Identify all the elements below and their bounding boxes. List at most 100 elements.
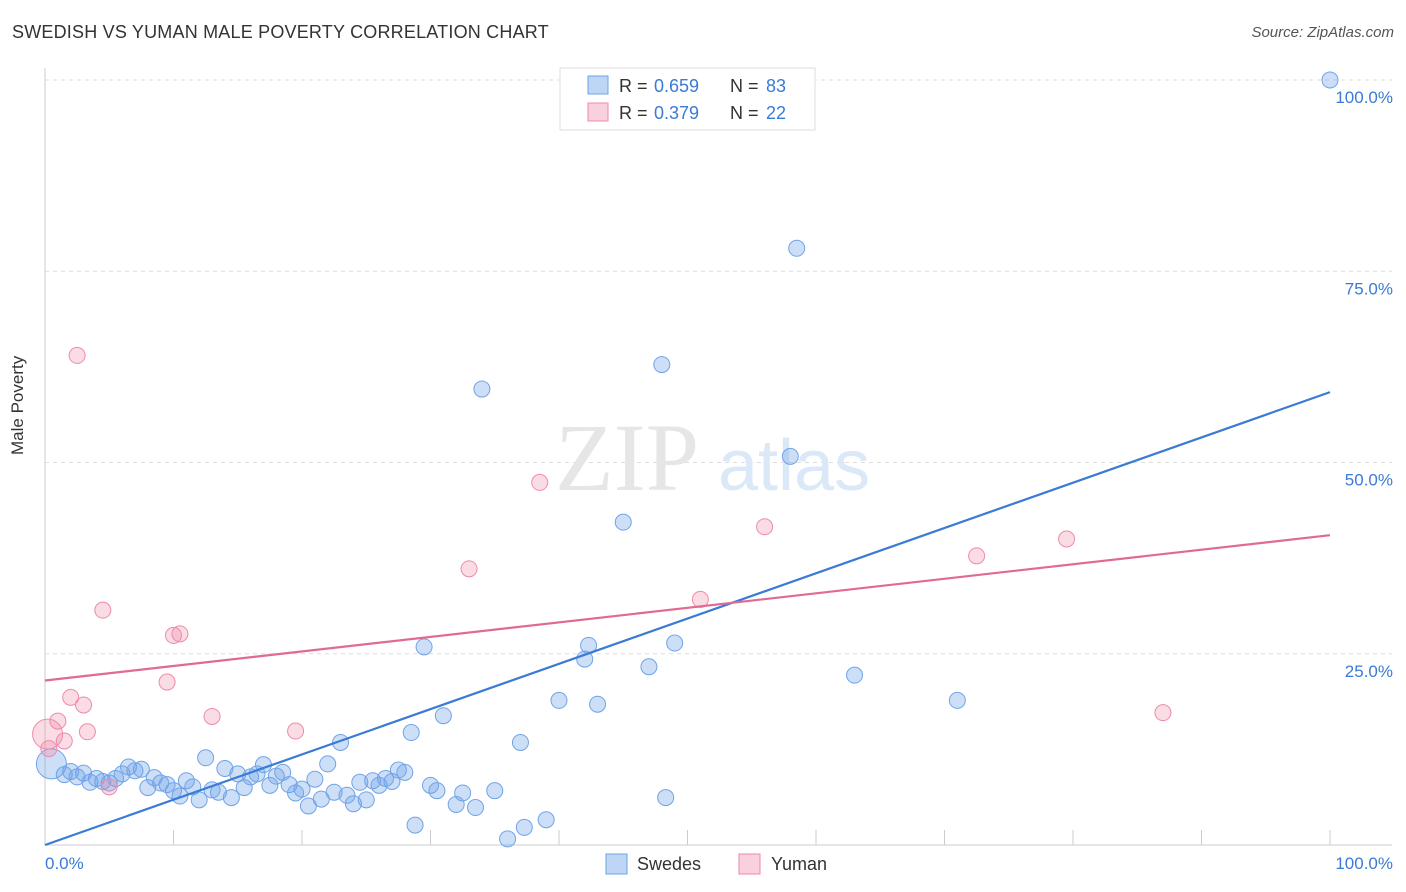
swedes-point — [589, 695, 607, 713]
swedes-point — [640, 658, 658, 676]
legend-r-value: 0.379 — [654, 103, 699, 123]
yuman-point — [94, 601, 112, 619]
swedes-point — [344, 795, 362, 813]
swedes-point — [370, 776, 388, 794]
swedes-point — [177, 772, 195, 790]
swedes-point — [428, 782, 446, 800]
legend-n-label: N = — [730, 103, 759, 123]
swedes-point — [846, 666, 864, 684]
swedes-point — [261, 776, 279, 794]
swedes-point — [216, 760, 234, 777]
swedes-point — [338, 786, 356, 804]
swedes-point — [351, 773, 369, 791]
swedes-point — [190, 791, 208, 809]
swedes-point — [396, 763, 414, 781]
yuman-point — [165, 626, 182, 644]
swedes-point — [222, 789, 240, 807]
yuman-point — [460, 560, 478, 578]
y-tick-label: 75.0% — [1345, 279, 1393, 298]
watermark-atlas: atlas — [718, 426, 870, 506]
yuman-point — [968, 547, 986, 565]
swedes-point — [415, 638, 433, 656]
legend-n-value: 83 — [766, 76, 786, 96]
swedes-point — [158, 776, 176, 794]
swedes-point — [657, 789, 675, 807]
swedes-point — [666, 634, 684, 652]
swedes-point — [781, 447, 799, 465]
stats-legend-box — [559, 67, 816, 131]
swedes-point — [454, 784, 472, 802]
swedes-point — [306, 770, 324, 788]
yuman-point — [1058, 530, 1076, 548]
y-tick-label: 100.0% — [1335, 88, 1393, 107]
legend-r-value: 0.659 — [654, 76, 699, 96]
swedes-point — [293, 780, 311, 798]
yuman-point — [75, 696, 93, 714]
yuman-point — [68, 346, 86, 364]
swedes-point — [139, 779, 157, 797]
swedes-point — [357, 791, 375, 809]
swedes-point — [1321, 71, 1339, 89]
swedes-point — [515, 818, 533, 836]
bottom-legend-swatch-swedes — [605, 853, 628, 875]
swedes-point — [948, 691, 966, 709]
swedes-point — [132, 760, 150, 778]
swedes-point — [197, 749, 215, 767]
swedes-point — [325, 783, 343, 801]
x-tick-label: 100.0% — [1335, 854, 1393, 873]
swedes-point — [235, 779, 253, 797]
yuman-point — [55, 732, 73, 750]
swedes-point — [466, 799, 484, 817]
swedes-point — [434, 707, 452, 725]
swedes-point — [152, 774, 170, 792]
bottom-legend-swatch-yuman — [738, 853, 761, 875]
x-tick-label: 0.0% — [45, 854, 84, 873]
legend-n-label: N = — [730, 76, 759, 96]
bottom-legend-yuman: Yuman — [771, 854, 827, 874]
legend-n-value: 22 — [766, 103, 786, 123]
yuman-point — [32, 718, 64, 750]
yuman-point — [49, 712, 67, 730]
y-tick-label: 50.0% — [1345, 471, 1393, 490]
swedes-point — [319, 755, 337, 773]
bottom-legend-swedes: Swedes — [637, 854, 701, 874]
swedes-point — [126, 762, 144, 780]
swedes-point — [473, 380, 491, 398]
swedes-point — [406, 816, 424, 834]
yuman-point — [287, 722, 305, 740]
swedes-trendline — [44, 391, 1331, 847]
swedes-point — [788, 239, 806, 257]
swedes-point — [614, 513, 632, 531]
legend-swatch-swedes — [587, 75, 609, 95]
yuman-point — [1154, 704, 1172, 722]
swedes-point — [486, 782, 504, 800]
swedes-point — [389, 761, 407, 779]
swedes-point — [402, 724, 420, 742]
swedes-point — [499, 830, 517, 848]
swedes-point — [75, 764, 93, 782]
yuman-point — [203, 707, 221, 725]
yuman-trendline — [44, 534, 1331, 682]
yuman-point — [62, 688, 80, 706]
yuman-point — [158, 673, 176, 691]
swedes-point — [113, 765, 131, 783]
swedes-point — [550, 691, 568, 709]
swedes-point — [171, 787, 189, 805]
swedes-point — [537, 811, 555, 829]
yuman-point — [100, 778, 118, 796]
yuman-point — [78, 723, 96, 741]
watermark-zip: ZIP — [555, 404, 699, 511]
y-tick-label: 25.0% — [1345, 662, 1393, 681]
legend-r-label: R = — [619, 103, 648, 123]
yuman-point — [756, 518, 774, 536]
legend-r-label: R = — [619, 76, 648, 96]
legend-swatch-yuman — [587, 102, 609, 122]
yuman-point — [531, 473, 549, 491]
source-label: Source: ZipAtlas.com — [1251, 24, 1394, 41]
swedes-point — [280, 776, 298, 794]
swedes-point — [653, 356, 671, 374]
swedes-point — [511, 733, 529, 751]
chart-title: SWEDISH VS YUMAN MALE POVERTY CORRELATIO… — [12, 22, 549, 42]
yuman-point — [171, 625, 189, 643]
